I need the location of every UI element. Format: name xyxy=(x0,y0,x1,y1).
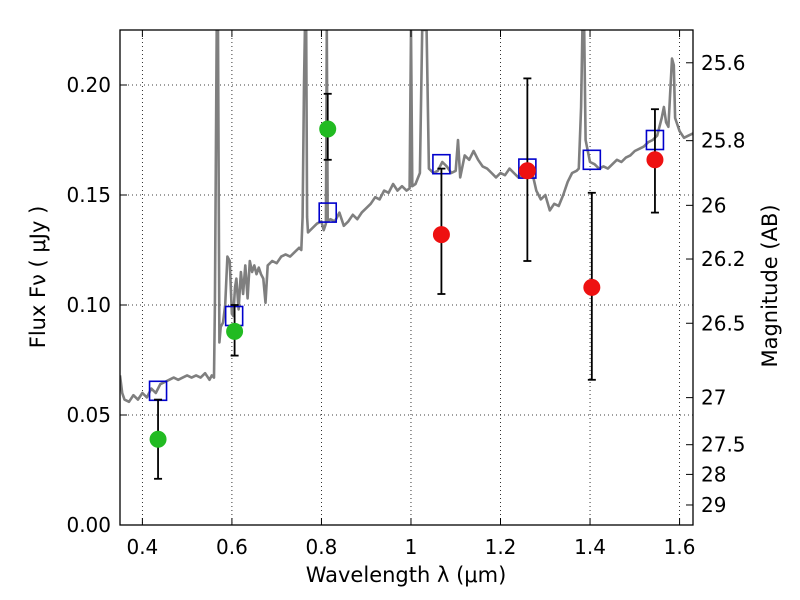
y-tick-label: 0.00 xyxy=(66,513,111,537)
magnitude-tick-label: 27.5 xyxy=(701,433,746,457)
observed-point xyxy=(149,430,167,448)
observed-point xyxy=(518,162,536,180)
x-tick-label: 1.4 xyxy=(574,535,606,559)
model-square-marker xyxy=(318,202,338,223)
model-square-marker xyxy=(582,149,602,171)
magnitude-tick-label: 29 xyxy=(701,493,726,517)
observed-point xyxy=(319,120,337,138)
ticks: 0.4 0.6 0.8 1 1.2 1.4 1.6 0.00 0.05 0.10 0.15 0.20 2… xyxy=(66,30,746,559)
magnitude-tick-label: 26.5 xyxy=(701,311,746,335)
grid xyxy=(120,30,693,526)
data-layer xyxy=(120,30,693,404)
magnitude-tick-label: 28 xyxy=(701,462,726,486)
x-tick-label: 0.4 xyxy=(126,535,158,559)
x-tick-label: 1.6 xyxy=(664,535,696,559)
observed-point xyxy=(583,278,601,296)
observed-point xyxy=(432,226,450,244)
x-axis-label: Wavelength λ (μm) xyxy=(306,563,507,587)
x-tick-label: 0.6 xyxy=(216,535,248,559)
observed-point xyxy=(226,322,244,340)
spectrum-line xyxy=(120,30,693,404)
magnitude-tick-label: 25.6 xyxy=(701,51,746,75)
y-tick-label: 0.20 xyxy=(66,73,111,97)
y-tick-label: 0.10 xyxy=(66,293,111,317)
y-tick-label: 0.15 xyxy=(66,183,111,207)
x-tick-label: 1 xyxy=(405,535,418,559)
magnitude-tick-label: 25.8 xyxy=(701,129,746,153)
y-tick-label: 0.05 xyxy=(66,403,111,427)
x-tick-label: 0.8 xyxy=(306,535,338,559)
plot-frame xyxy=(119,29,694,526)
observed-point xyxy=(646,151,664,169)
x-tick-label: 1.2 xyxy=(485,535,517,559)
y-axis-label: Flux Fν ( μJy ) xyxy=(26,206,50,349)
magnitude-tick-label: 27 xyxy=(701,386,726,410)
plot-background xyxy=(120,30,693,525)
errorbar-layer xyxy=(148,77,665,480)
magnitude-tick-label: 26 xyxy=(701,193,726,217)
magnitude-tick-label: 26.2 xyxy=(701,247,746,271)
y-right-axis-label: Magnitude (AB) xyxy=(758,204,782,367)
